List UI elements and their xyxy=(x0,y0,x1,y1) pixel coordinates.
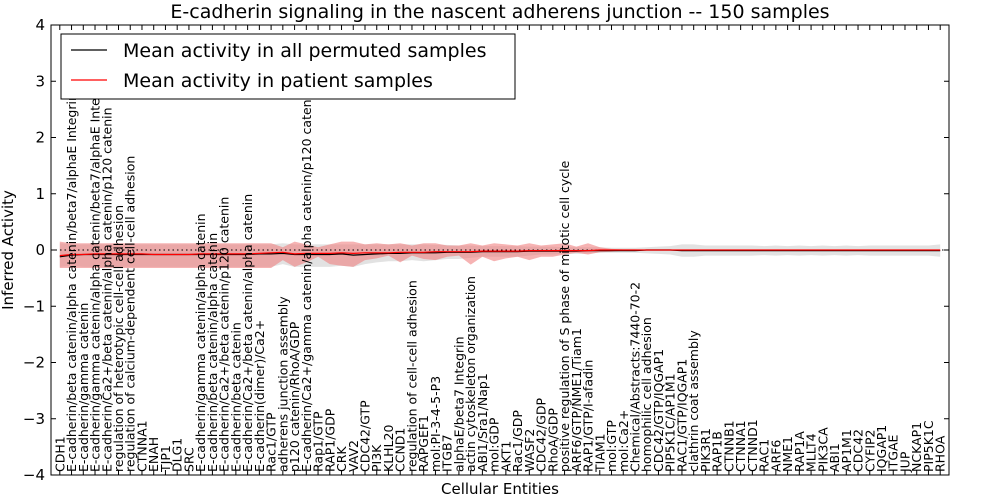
x-category-label: homophilic cell adhesion xyxy=(639,317,654,472)
x-category-label: RAC1/GTP/IQGAP1 xyxy=(674,359,689,472)
y-tick-label: 1 xyxy=(35,185,45,203)
y-axis-label: Inferred Activity xyxy=(0,190,17,310)
x-category-label: E-cadherin/beta catenin xyxy=(228,322,243,472)
x-category-label: JUP xyxy=(898,451,913,473)
x-category-label: E-cadherin/Ca2+/beta catenin/p120 cateni… xyxy=(217,197,232,472)
x-category-label: clathrin coat assembly xyxy=(686,330,701,472)
x-category-label: RAP1A xyxy=(792,431,807,472)
x-category-label: mol:Ca2+ xyxy=(616,410,631,472)
x-category-label: CDC42/GTP xyxy=(358,400,373,472)
x-category-label: IQGAP1 xyxy=(874,425,889,472)
x-category-label: actin cytoskeleton organization xyxy=(463,276,478,472)
y-axis: −4 −3 −2 −1 0 1 2 3 4 xyxy=(23,16,949,484)
x-category-label: CDC42/GDP xyxy=(534,397,549,472)
x-category-label: alphaE/beta7 Integrin xyxy=(451,336,466,472)
x-category-label: CTNNA1 xyxy=(135,420,150,472)
legend-label-patient: Mean activity in patient samples xyxy=(123,70,433,92)
x-category-label: RhoA/GDP xyxy=(545,408,560,472)
x-category-label: E-cadherin/gamma catenin/alpha catenin/b… xyxy=(88,74,103,472)
y-tick-label: 4 xyxy=(35,16,45,34)
x-category-label: CDC42 xyxy=(851,429,866,472)
legend-label-permuted: Mean activity in all permuted samples xyxy=(123,40,486,62)
x-category-label: Rac1/GDP xyxy=(510,410,525,472)
x-category-label: CTNND1 xyxy=(745,419,760,472)
x-category-label: E-cadherin(dimer)/Ca2+ xyxy=(252,320,267,472)
x-category-label: RHOA xyxy=(933,435,948,472)
x-category-label: DLG1 xyxy=(170,438,185,472)
x-category-label: CDC42/GTP/IQGAP1 xyxy=(651,349,666,472)
chart-title: E-cadherin signaling in the nascent adhe… xyxy=(170,1,829,23)
x-category-label: ITGAE xyxy=(886,434,901,472)
x-category-label: ITGB7 xyxy=(440,434,455,472)
x-category-label: ENAH xyxy=(146,437,161,472)
band-patient xyxy=(59,241,941,268)
y-tick-label: −1 xyxy=(23,297,45,315)
x-category-label: Rac1/GTP xyxy=(264,412,279,472)
x-category-label: NCKAP1 xyxy=(909,422,924,472)
x-category-label: RAC1 xyxy=(757,439,772,472)
x-category-label: p120 catenin/RhoA/GDP xyxy=(287,321,302,472)
legend-box xyxy=(60,33,516,100)
x-category-label: positive regulation of S phase of mitoti… xyxy=(557,160,572,472)
x-category-label: AKT1 xyxy=(498,441,513,472)
x-category-label: SRC xyxy=(181,447,196,472)
x-category-label: WASF2 xyxy=(522,429,537,472)
x-category-label: RAP1/GDP xyxy=(322,408,337,472)
x-category-label: E-cadherin/gamma catenin/alpha catenin xyxy=(193,213,208,472)
x-category-label: PIK3CA xyxy=(815,427,830,472)
y-tick-label: −4 xyxy=(23,466,45,484)
x-category-label: regulation of heterotypic cell-cell adhe… xyxy=(111,205,126,472)
x-category-label: RAPGEF1 xyxy=(416,415,431,472)
x-category-label: ARF6 xyxy=(768,440,783,472)
x-category-label: CDH1 xyxy=(52,436,67,472)
plot-area xyxy=(51,25,949,475)
x-category-label: CCND1 xyxy=(393,428,408,472)
x-category-label: E-cadherin/gamma catenin xyxy=(76,303,91,472)
x-category-label: KLHL20 xyxy=(381,425,396,472)
x-category-label: adherens junction assembly xyxy=(275,296,290,472)
y-tick-label: −2 xyxy=(23,354,45,372)
x-category-label: E-cadherin/beta catenin/alpha catenin xyxy=(205,233,220,472)
x-category-label: CRK xyxy=(334,446,349,472)
y-tick-label: 0 xyxy=(35,241,45,259)
x-category-label: PIP5K1C xyxy=(921,420,936,472)
y-tick-label: 3 xyxy=(35,72,45,90)
x-category-label: E-cadherin/beta catenin/alpha catenin/be… xyxy=(64,93,79,472)
x-category-label: Rap1/GTP xyxy=(311,411,326,472)
x-category-label: PI3K xyxy=(369,444,384,472)
x-category-label: TJP1 xyxy=(158,445,173,473)
x-category-label: ABI1/Sra1/Nap1 xyxy=(475,373,490,472)
x-category-label: ABI1 xyxy=(827,443,842,472)
x-category-label: E-cadherin/Ca2+/beta catenin/alpha caten… xyxy=(99,107,114,472)
x-category-label: NME1 xyxy=(780,436,795,472)
x-axis-label: Cellular Entities xyxy=(441,480,559,498)
x-category-label: regulation of cell-cell adhesion xyxy=(405,280,420,472)
x-category-label: MLLT4 xyxy=(804,433,819,472)
x-category-label: ARF6/GTP/NME1/Tiam1 xyxy=(569,328,584,472)
series-line-patient xyxy=(59,249,941,257)
x-category-label: mol:GTP xyxy=(604,420,619,472)
x-category-label: E-cadherin/Ca2+/beta catenin/alpha caten… xyxy=(240,194,255,472)
x-category-label: RAP1/GTP/I-afadin xyxy=(581,360,596,472)
x-category-label: PIP5K1C/AP1M1 xyxy=(663,373,678,472)
x-category-label: mol:GDP xyxy=(487,417,502,472)
x-category-label: VAV2 xyxy=(346,440,361,472)
x-category-label: TIAM1 xyxy=(592,433,607,473)
x-category-label: mol:PI-3-4-5-P3 xyxy=(428,376,443,472)
legend: Mean activity in all permuted samples Me… xyxy=(60,33,516,100)
x-category-label: Chemical/Abstracts:7440-70-2 xyxy=(628,282,643,472)
x-category-label: RAP1B xyxy=(710,431,725,472)
x-category-label: CTNNA1 xyxy=(733,420,748,472)
x-category-label: CTNNB1 xyxy=(721,420,736,472)
x-category-label: E-cadherin/Ca2+/gamma catenin/alpha cate… xyxy=(299,88,314,472)
y-tick-label: −3 xyxy=(23,410,45,428)
x-category-label: CYFIP2 xyxy=(862,429,877,472)
x-category-label: regulation of calcium-dependent cell-cel… xyxy=(123,156,138,472)
y-tick-label: 2 xyxy=(35,129,45,147)
x-category-label: PIK3R1 xyxy=(698,428,713,472)
x-category-label: AP1M1 xyxy=(839,429,854,472)
